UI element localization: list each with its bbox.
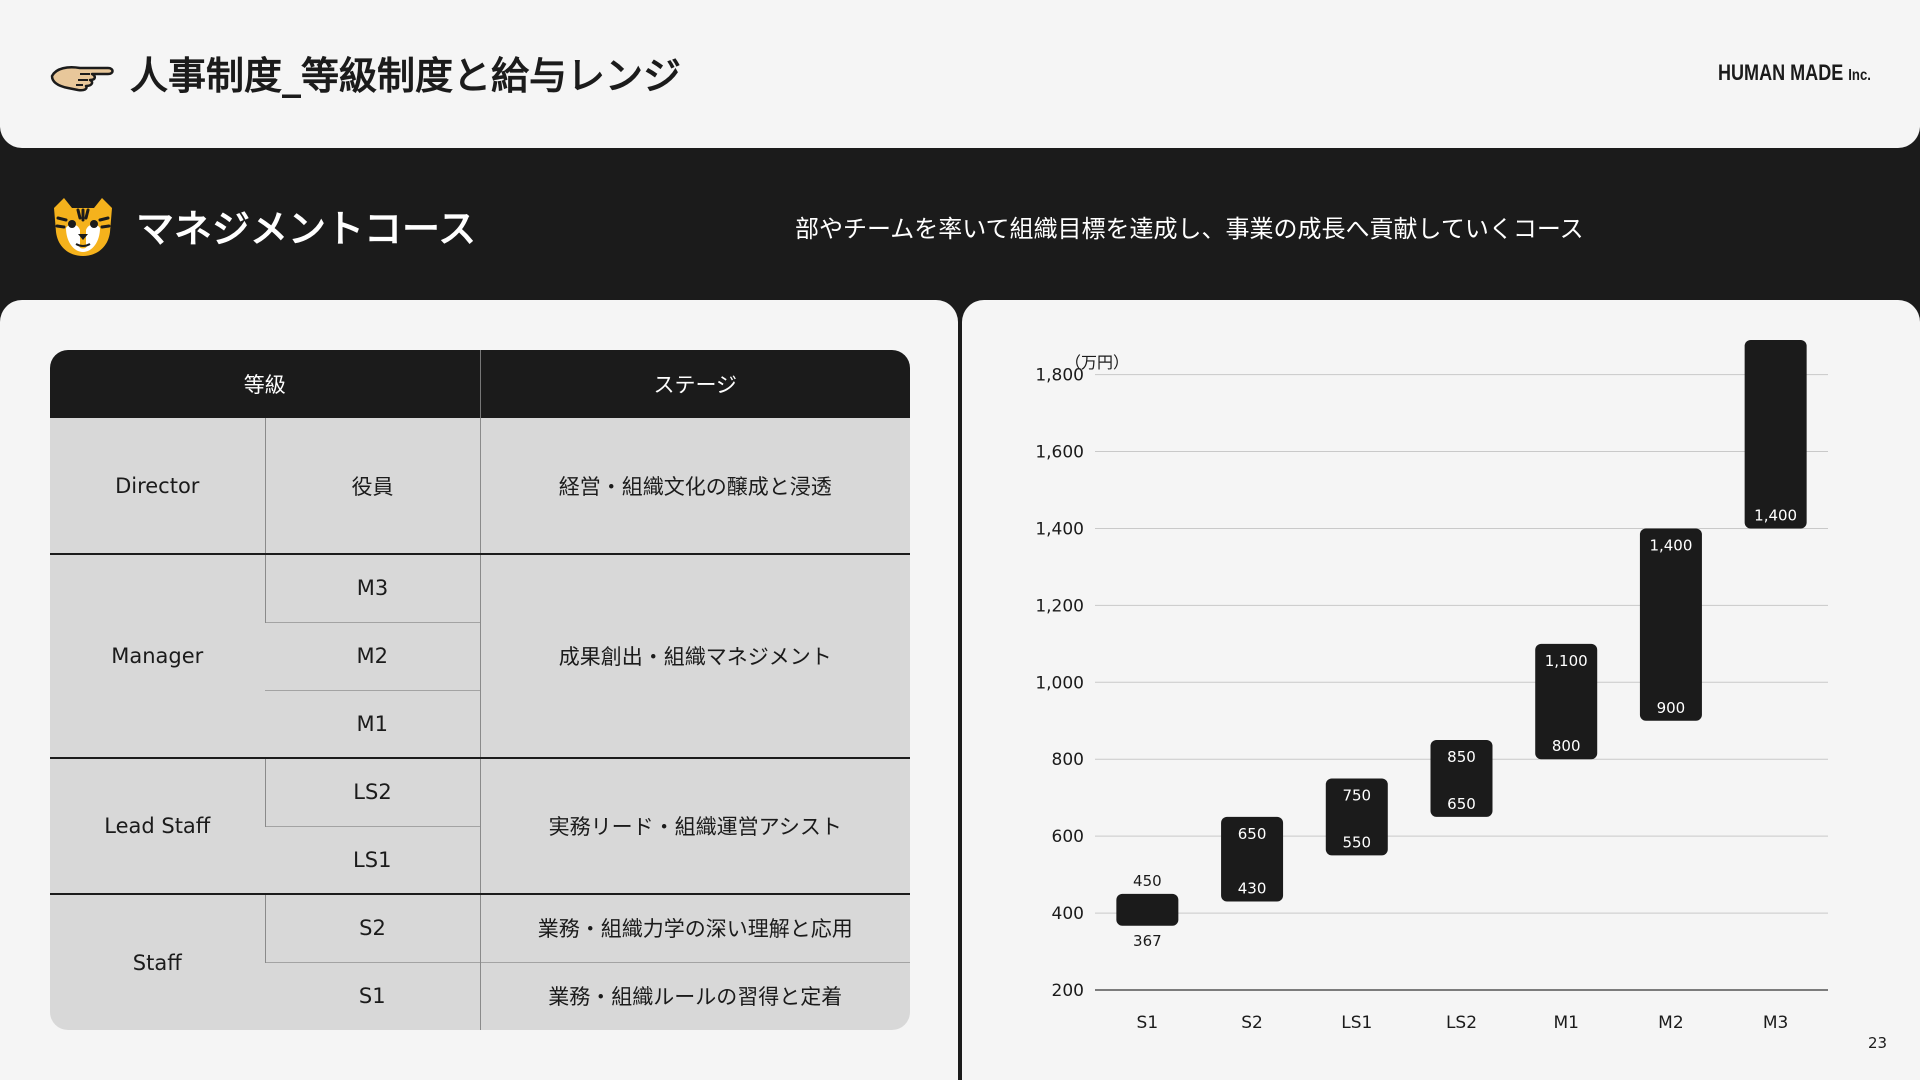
data-label-high: 1,400 [1649, 536, 1692, 554]
y-tick-label: 1,400 [1035, 519, 1084, 539]
course-band [0, 148, 1920, 298]
page-number: 23 [1868, 1034, 1888, 1052]
table-row: LS1 [50, 825, 910, 894]
grade-cell: M1 [265, 689, 480, 758]
header-bar [0, 0, 1920, 148]
data-label-low: 900 [1657, 699, 1686, 717]
data-label-high: 650 [1238, 825, 1267, 843]
group-name: Manager [50, 553, 265, 758]
grade-cell: M3 [264, 553, 480, 622]
brand-suffix: Inc. [1848, 67, 1871, 84]
data-label-high: 750 [1342, 786, 1371, 804]
course-title: マネジメントコース [136, 207, 477, 251]
x-tick-label: S2 [1241, 1013, 1263, 1033]
table-row: S1 業務・組織ルールの習得と定着 [50, 961, 910, 1030]
table-row: M2 [50, 621, 910, 690]
data-label-high: 1,100 [1545, 652, 1588, 670]
table-row: M1 [50, 689, 910, 758]
stage-cell: 実務リード・組織運営アシスト [479, 757, 910, 894]
grade-cell: 役員 [264, 418, 480, 554]
x-tick-label: S1 [1137, 1013, 1159, 1033]
data-label-low: 430 [1238, 880, 1267, 898]
data-label-low: 1,400 [1754, 506, 1797, 524]
y-tick-label: 1,600 [1035, 443, 1084, 463]
group-name: Director [50, 418, 265, 554]
data-label-low: 367 [1133, 932, 1162, 950]
tiger-face-icon [54, 198, 112, 256]
group-name: Staff [50, 893, 265, 1030]
x-tick-label: LS2 [1446, 1013, 1477, 1033]
grade-cell: M2 [265, 621, 480, 690]
y-tick-label: 400 [1052, 904, 1084, 924]
header-stage: ステージ [480, 350, 910, 418]
data-label-high: 850 [1447, 748, 1476, 766]
stage-cell: 業務・組織ルールの習得と定着 [479, 961, 910, 1030]
range-bar [1116, 893, 1179, 926]
brand-name: HUMAN MADE [1718, 60, 1844, 85]
data-label-low: 650 [1447, 795, 1476, 813]
x-tick-label: M2 [1658, 1013, 1683, 1033]
grade-cell: LS2 [264, 757, 480, 826]
range-bar [1744, 340, 1807, 529]
range-bar [1221, 816, 1284, 902]
y-tick-label: 800 [1052, 750, 1084, 770]
range-bar [1430, 740, 1493, 817]
range-bar [1325, 778, 1388, 856]
table-row: Director 役員 経営・組織文化の醸成と浸透 [50, 418, 910, 554]
table-row: Staff S2 業務・組織力学の深い理解と応用 [50, 893, 910, 1030]
salary-range-chart: （万円） 200 400 600 800 1,000 1,200 1,400 1,600 1,80… [1035, 340, 1828, 1033]
y-tick-label: 1,800 [1035, 366, 1084, 386]
table-row: Manager M3 成果創出・組織マネジメント [50, 553, 910, 758]
x-tick-label: LS1 [1341, 1013, 1372, 1033]
y-tick-label: 1,200 [1035, 596, 1084, 616]
grade-cell: S2 [264, 893, 480, 962]
x-tick-label: M1 [1553, 1013, 1578, 1033]
header-grade: 等級 [50, 350, 481, 418]
y-tick-label: 200 [1052, 981, 1084, 1001]
brand-logo: HUMAN MADE Inc. [1718, 60, 1871, 86]
y-axis-unit-label: （万円） [1065, 353, 1129, 372]
pointing-hand-icon [50, 66, 114, 92]
page-title: 人事制度_等級制度と給与レンジ [130, 54, 682, 98]
data-label-low: 550 [1342, 833, 1371, 851]
grade-cell: S1 [265, 961, 480, 1030]
y-tick-label: 600 [1052, 827, 1084, 847]
group-name: Lead Staff [50, 757, 265, 894]
stage-cell: 成果創出・組織マネジメント [479, 553, 910, 758]
y-tick-label: 1,000 [1035, 673, 1084, 693]
stage-cell: 経営・組織文化の醸成と浸透 [479, 418, 910, 554]
grade-table: 等級 ステージ Director 役員 経営・組織文化の醸成と浸透 Manage… [50, 350, 910, 1030]
range-bar [1535, 643, 1598, 760]
range-bar [1639, 528, 1702, 721]
table-header-row: 等級 ステージ [50, 350, 910, 418]
x-tick-label: M3 [1763, 1013, 1788, 1033]
data-label-low: 800 [1552, 737, 1581, 755]
grade-cell: LS1 [265, 825, 480, 894]
table-row: Lead Staff LS2 実務リード・組織運営アシスト [50, 757, 910, 894]
data-label-high: 450 [1133, 872, 1162, 890]
course-description: 部やチームを率いて組織目標を達成し、事業の成長へ貢献していくコース [795, 215, 1584, 243]
stage-cell: 業務・組織力学の深い理解と応用 [479, 893, 910, 962]
